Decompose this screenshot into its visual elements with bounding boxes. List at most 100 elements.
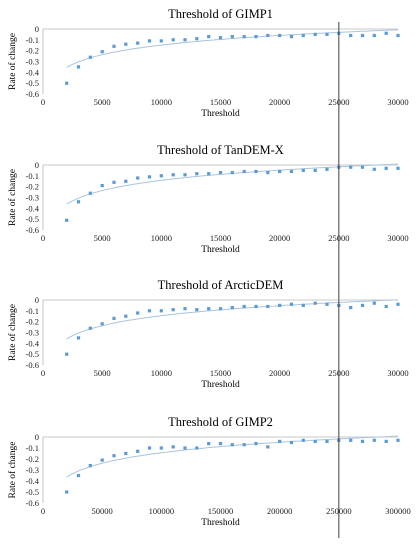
y-tick-label: -0.2 bbox=[26, 182, 39, 192]
data-point bbox=[159, 446, 163, 450]
data-point bbox=[159, 309, 163, 313]
data-point bbox=[372, 33, 376, 38]
data-point bbox=[396, 33, 400, 38]
data-point bbox=[254, 442, 258, 446]
data-point bbox=[396, 438, 400, 442]
data-point bbox=[360, 439, 365, 443]
data-point bbox=[76, 200, 81, 204]
data-point bbox=[136, 41, 140, 45]
data-point bbox=[266, 445, 270, 449]
x-tick-label: 30000 bbox=[387, 368, 408, 378]
data-point bbox=[171, 38, 175, 42]
x-axis-label: Threshold bbox=[201, 109, 240, 119]
y-tick-label: -0.2 bbox=[26, 317, 39, 327]
data-point bbox=[242, 304, 246, 309]
data-point bbox=[159, 39, 163, 43]
data-point bbox=[147, 39, 152, 43]
data-point bbox=[88, 326, 92, 330]
data-point bbox=[278, 439, 282, 443]
y-tick-label: -0.5 bbox=[26, 78, 39, 88]
x-tick-label: 5000 bbox=[94, 233, 111, 243]
data-point bbox=[301, 303, 305, 307]
data-point bbox=[325, 439, 329, 443]
x-tick-label: 50000 bbox=[92, 506, 113, 516]
data-point bbox=[88, 191, 92, 195]
data-point bbox=[124, 179, 128, 183]
data-point bbox=[76, 65, 81, 69]
trend-line bbox=[66, 29, 399, 68]
y-tick-label: 0 bbox=[35, 295, 39, 305]
y-tick-label: 0 bbox=[35, 160, 39, 170]
data-point bbox=[100, 322, 104, 326]
chart-title: Threshold of ArcticDEM bbox=[158, 278, 284, 292]
x-tick-label: 200000 bbox=[267, 506, 293, 516]
data-point bbox=[254, 169, 258, 174]
x-tick-label: 150000 bbox=[208, 506, 234, 516]
x-tick-label: 15000 bbox=[210, 97, 231, 107]
data-point bbox=[76, 473, 81, 478]
data-point bbox=[218, 307, 223, 311]
data-point bbox=[183, 446, 187, 450]
x-tick-label: 30000 bbox=[387, 233, 408, 243]
x-tick-label: 0 bbox=[41, 233, 45, 243]
trend-line bbox=[66, 163, 399, 205]
data-point bbox=[171, 445, 175, 449]
data-point bbox=[207, 442, 211, 446]
data-point bbox=[278, 33, 282, 38]
y-tick-label: -0.2 bbox=[26, 454, 39, 464]
y-axis-label: Rate of change bbox=[7, 169, 18, 226]
y-tick-label: -0.3 bbox=[26, 193, 39, 203]
data-point bbox=[242, 443, 246, 447]
chart-panel-3: Threshold of ArcticDEM0-0.1-0.2-0.3-0.4-… bbox=[7, 278, 409, 390]
data-point bbox=[289, 169, 294, 174]
data-point bbox=[301, 33, 305, 38]
data-point bbox=[230, 171, 234, 175]
data-point bbox=[147, 175, 152, 179]
y-tick-label: -0.4 bbox=[26, 476, 40, 486]
data-point bbox=[349, 306, 353, 310]
x-tick-label: 15000 bbox=[210, 368, 231, 378]
y-tick-label: -0.5 bbox=[26, 349, 39, 359]
data-point bbox=[254, 304, 258, 309]
data-point bbox=[65, 352, 69, 356]
data-point bbox=[207, 35, 211, 39]
y-axis-label: Rate of change bbox=[7, 442, 18, 499]
y-tick-label: -0.2 bbox=[26, 46, 39, 56]
data-point bbox=[183, 307, 187, 311]
data-point bbox=[136, 449, 140, 453]
data-point bbox=[301, 168, 305, 172]
data-point bbox=[195, 172, 199, 176]
y-tick-label: 0 bbox=[35, 24, 39, 34]
data-point bbox=[230, 306, 234, 310]
data-point bbox=[230, 443, 234, 447]
data-point bbox=[124, 42, 128, 46]
data-point bbox=[242, 169, 246, 174]
y-tick-label: -0.3 bbox=[26, 57, 39, 67]
x-tick-label: 20000 bbox=[269, 368, 290, 378]
data-point bbox=[183, 173, 187, 177]
chart-panel-4: Threshold of GIMP20-0.1-0.2-0.3-0.4-0.5-… bbox=[7, 415, 411, 528]
data-point bbox=[313, 439, 317, 443]
data-point bbox=[147, 446, 152, 450]
data-point bbox=[218, 442, 223, 446]
data-point bbox=[100, 184, 104, 188]
data-point bbox=[112, 180, 116, 184]
chart-title: Threshold of TanDEM-X bbox=[157, 143, 284, 157]
x-tick-label: 0 bbox=[41, 506, 45, 516]
data-point bbox=[266, 171, 270, 175]
data-point bbox=[325, 167, 329, 171]
data-point bbox=[349, 165, 353, 169]
x-axis-label: Threshold bbox=[201, 380, 240, 390]
x-tick-label: 20000 bbox=[269, 233, 290, 243]
y-tick-label: -0.4 bbox=[26, 67, 40, 77]
data-point bbox=[396, 166, 400, 170]
y-tick-label: -0.1 bbox=[26, 35, 39, 45]
x-tick-label: 30000 bbox=[387, 97, 408, 107]
data-point bbox=[207, 172, 211, 176]
data-point bbox=[396, 302, 400, 306]
trend-line bbox=[66, 435, 399, 478]
data-point bbox=[372, 438, 376, 442]
data-point bbox=[349, 33, 353, 38]
data-point bbox=[230, 35, 234, 39]
